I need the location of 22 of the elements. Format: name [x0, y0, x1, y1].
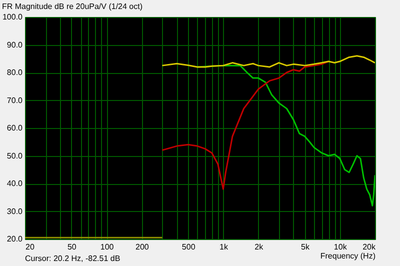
- x-axis-title: Frequency (Hz): [320, 252, 376, 260]
- x-tick-label: 100: [100, 242, 114, 252]
- y-tick-label: 40.0: [6, 179, 24, 188]
- x-tick-label: 5k: [301, 242, 310, 252]
- x-tick-label: 20: [26, 242, 35, 252]
- y-tick-label: 30.0: [6, 206, 24, 216]
- x-tick-label: 200: [135, 242, 150, 252]
- y-tick-label: 60.0: [6, 124, 24, 132]
- x-tick-label: 20k: [362, 242, 376, 252]
- y-tick-label: 20.0: [6, 234, 24, 244]
- y-tick-label: 100.0: [2, 12, 24, 22]
- x-tick-label: 500: [182, 242, 196, 252]
- y-tick-label: 80.0: [6, 68, 24, 77]
- x-tick-label: 10k: [334, 242, 348, 252]
- y-tick-label: 70.0: [6, 96, 24, 105]
- y-tick-label: 50.0: [6, 151, 24, 160]
- x-tick-label: 50: [67, 242, 77, 252]
- x-tick-label: 1k: [219, 242, 229, 252]
- x-tick-label: 2k: [254, 242, 264, 252]
- chart-title: FR Magnitude dB re 20uPa/V (1/24 oct): [2, 2, 143, 11]
- text: Cursor: 20.2 Hz, -82.51 dB: [25, 254, 120, 263]
- y-tick-label: 90.0: [6, 40, 24, 50]
